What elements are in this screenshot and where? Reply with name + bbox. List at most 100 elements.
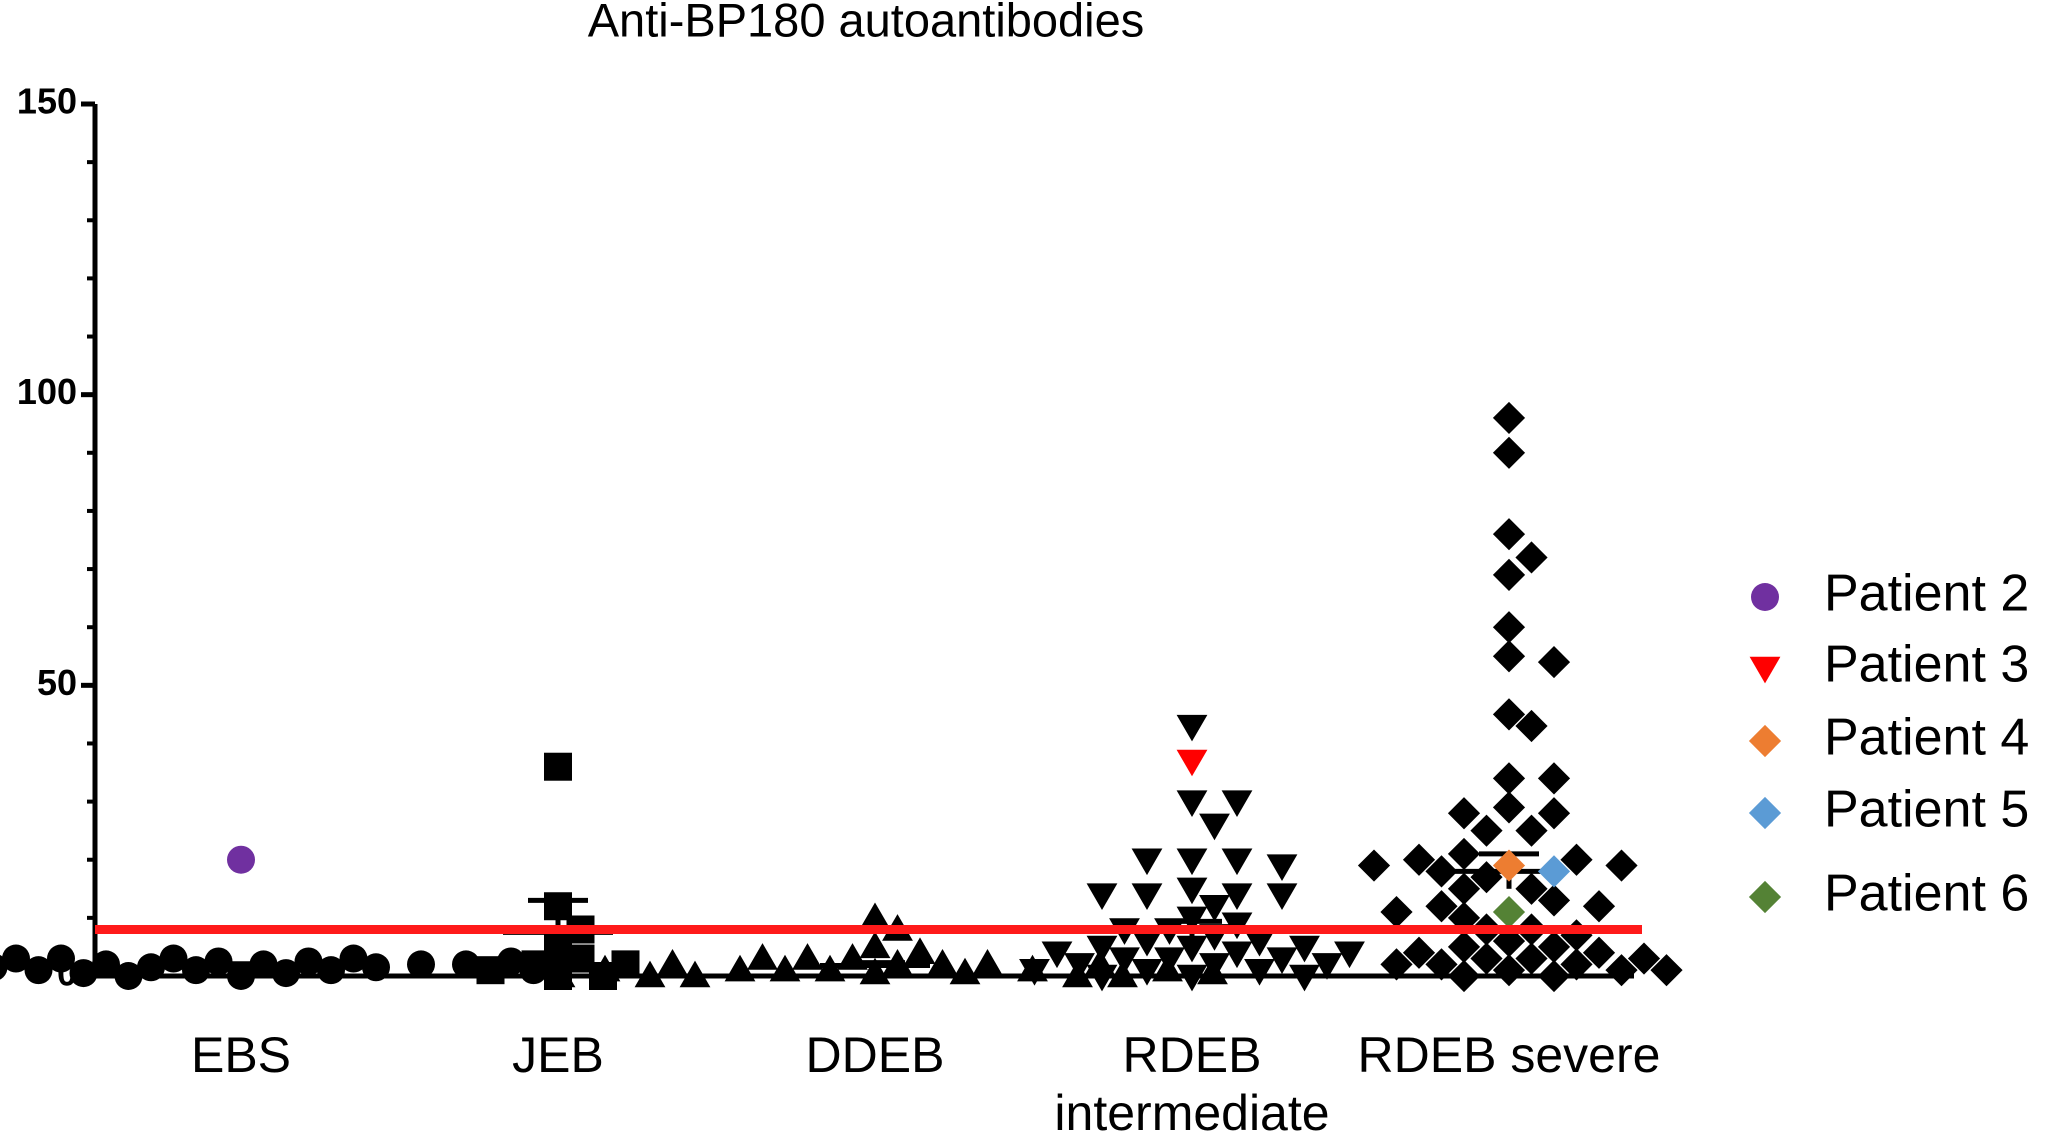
data-point <box>1289 964 1320 992</box>
data-point <box>1447 797 1481 830</box>
data-point <box>1131 848 1163 876</box>
data-point <box>1605 954 1638 987</box>
data-point <box>1107 960 1138 988</box>
data-point <box>476 956 505 985</box>
data-point <box>1492 791 1526 824</box>
data-point <box>1131 958 1163 986</box>
data-point <box>1492 611 1526 644</box>
data-point <box>1425 948 1458 981</box>
data-point <box>1492 698 1526 731</box>
data-point <box>1470 861 1503 894</box>
data-point <box>1515 814 1548 847</box>
x-tick-label: EBS <box>190 1027 292 1083</box>
data-point <box>1492 640 1526 673</box>
data-point <box>294 947 323 976</box>
data-point <box>1221 848 1253 876</box>
data-point <box>769 954 801 982</box>
data-point <box>1515 541 1548 574</box>
data-point <box>1402 936 1436 969</box>
data-point <box>1176 790 1208 817</box>
data-point <box>1560 948 1593 981</box>
x-tick-label: RDEB intermediate <box>1054 1027 1330 1141</box>
data-point <box>1176 848 1208 876</box>
data-point <box>1311 953 1343 980</box>
data-point <box>1176 877 1208 905</box>
data-point <box>1425 890 1458 923</box>
data-point <box>407 950 435 979</box>
data-point <box>1537 762 1571 795</box>
data-point <box>1447 901 1481 934</box>
data-point <box>1334 941 1365 969</box>
data-point <box>1221 883 1253 911</box>
data-point <box>1199 895 1230 922</box>
data-point <box>1019 958 1050 986</box>
data-point <box>1537 959 1571 993</box>
data-point <box>1537 930 1571 964</box>
data-point <box>724 954 756 982</box>
data-point <box>1492 954 1526 987</box>
legend-label: Patient 3 <box>1824 636 2029 694</box>
data-point <box>859 902 891 930</box>
data-point <box>1131 883 1163 911</box>
data-point <box>1447 837 1481 871</box>
data-point <box>1515 872 1548 905</box>
data-point <box>69 959 98 988</box>
y-tick-label: 100 <box>17 371 77 412</box>
data-point <box>1492 401 1526 435</box>
data-point <box>1447 959 1481 993</box>
data-point <box>972 948 1003 976</box>
data-point <box>1176 964 1208 992</box>
data-point <box>859 957 891 985</box>
data-point <box>1380 948 1413 981</box>
data-point <box>1041 941 1073 969</box>
legend-marker <box>1751 583 1779 611</box>
data-point <box>949 957 981 985</box>
data-point <box>1515 709 1548 743</box>
legend-marker <box>1749 656 1781 684</box>
data-point <box>1109 947 1140 974</box>
data-point <box>1627 942 1661 975</box>
data-point <box>1560 919 1593 952</box>
chart-title: Anti-BP180 autoantibodies <box>588 0 1145 46</box>
y-tick-label: 150 <box>17 81 77 122</box>
data-point <box>1086 964 1118 992</box>
data-point <box>137 953 165 982</box>
data-point <box>24 956 53 985</box>
legend-marker <box>1748 724 1782 758</box>
data-point <box>1492 558 1526 591</box>
patient-point <box>1492 849 1526 882</box>
data-point <box>1064 953 1095 980</box>
legend-label: Patient 4 <box>1824 709 2029 767</box>
data-point <box>92 950 120 979</box>
data-point <box>1289 935 1320 963</box>
data-point <box>1492 436 1526 469</box>
data-point <box>1199 813 1230 841</box>
data-point <box>544 752 572 781</box>
legend-marker <box>1748 796 1782 830</box>
legend-label: Patient 2 <box>1824 565 2029 623</box>
data-point <box>1447 930 1481 964</box>
data-point <box>1537 645 1571 679</box>
x-tick-label: DDEB <box>805 1027 945 1083</box>
data-point <box>657 948 688 976</box>
data-point <box>792 943 823 970</box>
data-point <box>544 960 576 988</box>
data-point <box>1447 872 1481 905</box>
data-point <box>1199 953 1230 980</box>
data-point <box>904 937 936 964</box>
data-point <box>1244 958 1275 986</box>
data-point <box>114 962 143 990</box>
data-point <box>1515 942 1548 975</box>
data-point <box>1380 895 1413 929</box>
legend-label: Patient 6 <box>1824 865 2029 923</box>
x-tick-label: JEB <box>512 1027 604 1083</box>
data-point <box>227 962 255 990</box>
data-point <box>1492 518 1526 551</box>
data-point <box>47 944 75 973</box>
data-point <box>1266 947 1298 974</box>
patient-point <box>1176 749 1208 777</box>
data-point <box>452 950 480 979</box>
data-point <box>859 931 891 959</box>
